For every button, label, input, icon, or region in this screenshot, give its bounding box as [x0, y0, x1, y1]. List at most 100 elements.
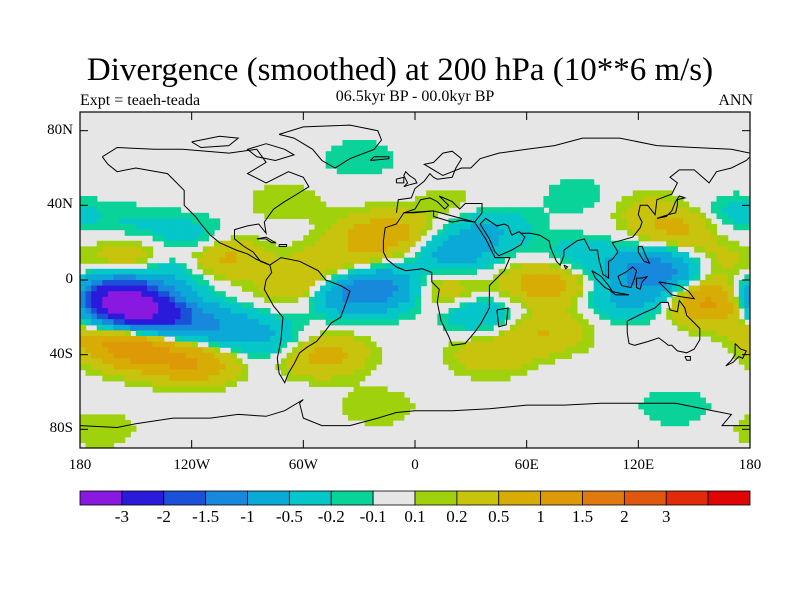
field-cell: [303, 291, 310, 298]
field-cell: [543, 336, 550, 343]
field-cell: [342, 403, 349, 410]
field-cell: [107, 358, 115, 365]
field-cell: [381, 212, 388, 219]
field-cell: [409, 201, 416, 208]
field-cell: [493, 336, 500, 343]
field-cell: [219, 296, 226, 303]
field-cell: [113, 302, 120, 309]
field-cell: [526, 224, 533, 231]
field-cell: [130, 425, 137, 432]
field-cell: [320, 212, 327, 219]
field-cell: [130, 302, 137, 309]
field-cell: [180, 358, 187, 365]
field-cell: [621, 268, 628, 275]
field-cell: [599, 240, 606, 247]
field-cell: [515, 358, 522, 365]
field-cell: [124, 358, 131, 365]
field-cell: [649, 201, 656, 208]
field-cell: [107, 302, 115, 309]
field-cell: [515, 268, 522, 275]
field-cell: [353, 313, 360, 320]
field-cell: [621, 263, 628, 270]
field-cell: [470, 229, 478, 236]
field-cell: [191, 313, 198, 320]
field-cell: [666, 229, 673, 236]
field-cell: [588, 179, 595, 186]
field-cell: [303, 358, 310, 365]
field-cell: [348, 280, 355, 287]
field-cell: [744, 252, 750, 259]
field-cell: [493, 235, 500, 242]
field-cell: [119, 302, 126, 309]
field-cell: [303, 207, 310, 214]
field-cell: [565, 341, 572, 348]
field-cell: [403, 268, 411, 275]
field-cell: [554, 229, 561, 236]
field-cell: [241, 369, 249, 376]
field-cell: [392, 403, 399, 410]
field-cell: [738, 263, 746, 270]
field-cell: [593, 240, 600, 247]
field-cell: [348, 151, 355, 158]
field-cell: [532, 352, 539, 359]
field-cell: [247, 285, 254, 292]
field-cell: [470, 212, 478, 219]
field-cell: [459, 240, 466, 247]
field-cell: [688, 224, 695, 231]
field-cell: [482, 352, 489, 359]
field-cell: [225, 296, 232, 303]
field-cell: [348, 308, 355, 315]
field-cell: [130, 224, 137, 231]
field-cell: [616, 308, 623, 315]
field-cell: [387, 285, 394, 292]
field-cell: [102, 369, 109, 376]
field-cell: [225, 364, 232, 371]
field-cell: [241, 280, 249, 287]
field-cell: [107, 436, 115, 443]
field-cell: [454, 196, 461, 203]
field-cell: [331, 268, 338, 275]
field-cell: [275, 313, 282, 320]
colorbar-swatch: [665, 490, 709, 506]
field-cell: [247, 341, 254, 348]
field-cell: [487, 224, 494, 231]
field-cell: [236, 263, 243, 270]
field-cell: [186, 347, 193, 354]
field-cell: [571, 341, 578, 348]
field-cell: [403, 201, 411, 208]
field-cell: [744, 330, 750, 337]
field-cell: [448, 324, 455, 331]
field-cell: [336, 218, 344, 225]
field-cell: [666, 257, 673, 264]
field-cell: [286, 280, 293, 287]
field-cell: [269, 201, 277, 208]
field-cell: [353, 140, 360, 147]
field-cell: [616, 240, 623, 247]
field-cell: [364, 246, 371, 253]
field-cell: [85, 442, 92, 448]
field-cell: [208, 352, 215, 359]
field-cell: [180, 386, 187, 393]
field-cell: [202, 375, 210, 382]
field-cell: [96, 364, 103, 371]
field-cell: [130, 308, 137, 315]
field-cell: [560, 302, 567, 309]
field-cell: [588, 201, 595, 208]
field-cell: [348, 302, 355, 309]
field-cell: [152, 274, 159, 281]
field-cell: [247, 347, 254, 354]
field-cell: [470, 313, 478, 320]
field-cell: [141, 319, 148, 326]
field-cell: [694, 313, 701, 320]
field-cell: [554, 313, 561, 320]
coastline: [395, 137, 750, 213]
field-cell: [219, 252, 226, 259]
field-cell: [671, 218, 679, 225]
field-cell: [599, 252, 606, 259]
field-cell: [448, 246, 455, 253]
field-cell: [158, 207, 165, 214]
field-cell: [96, 347, 103, 354]
field-cell: [420, 207, 427, 214]
field-cell: [638, 263, 645, 270]
field-cell: [253, 240, 260, 247]
